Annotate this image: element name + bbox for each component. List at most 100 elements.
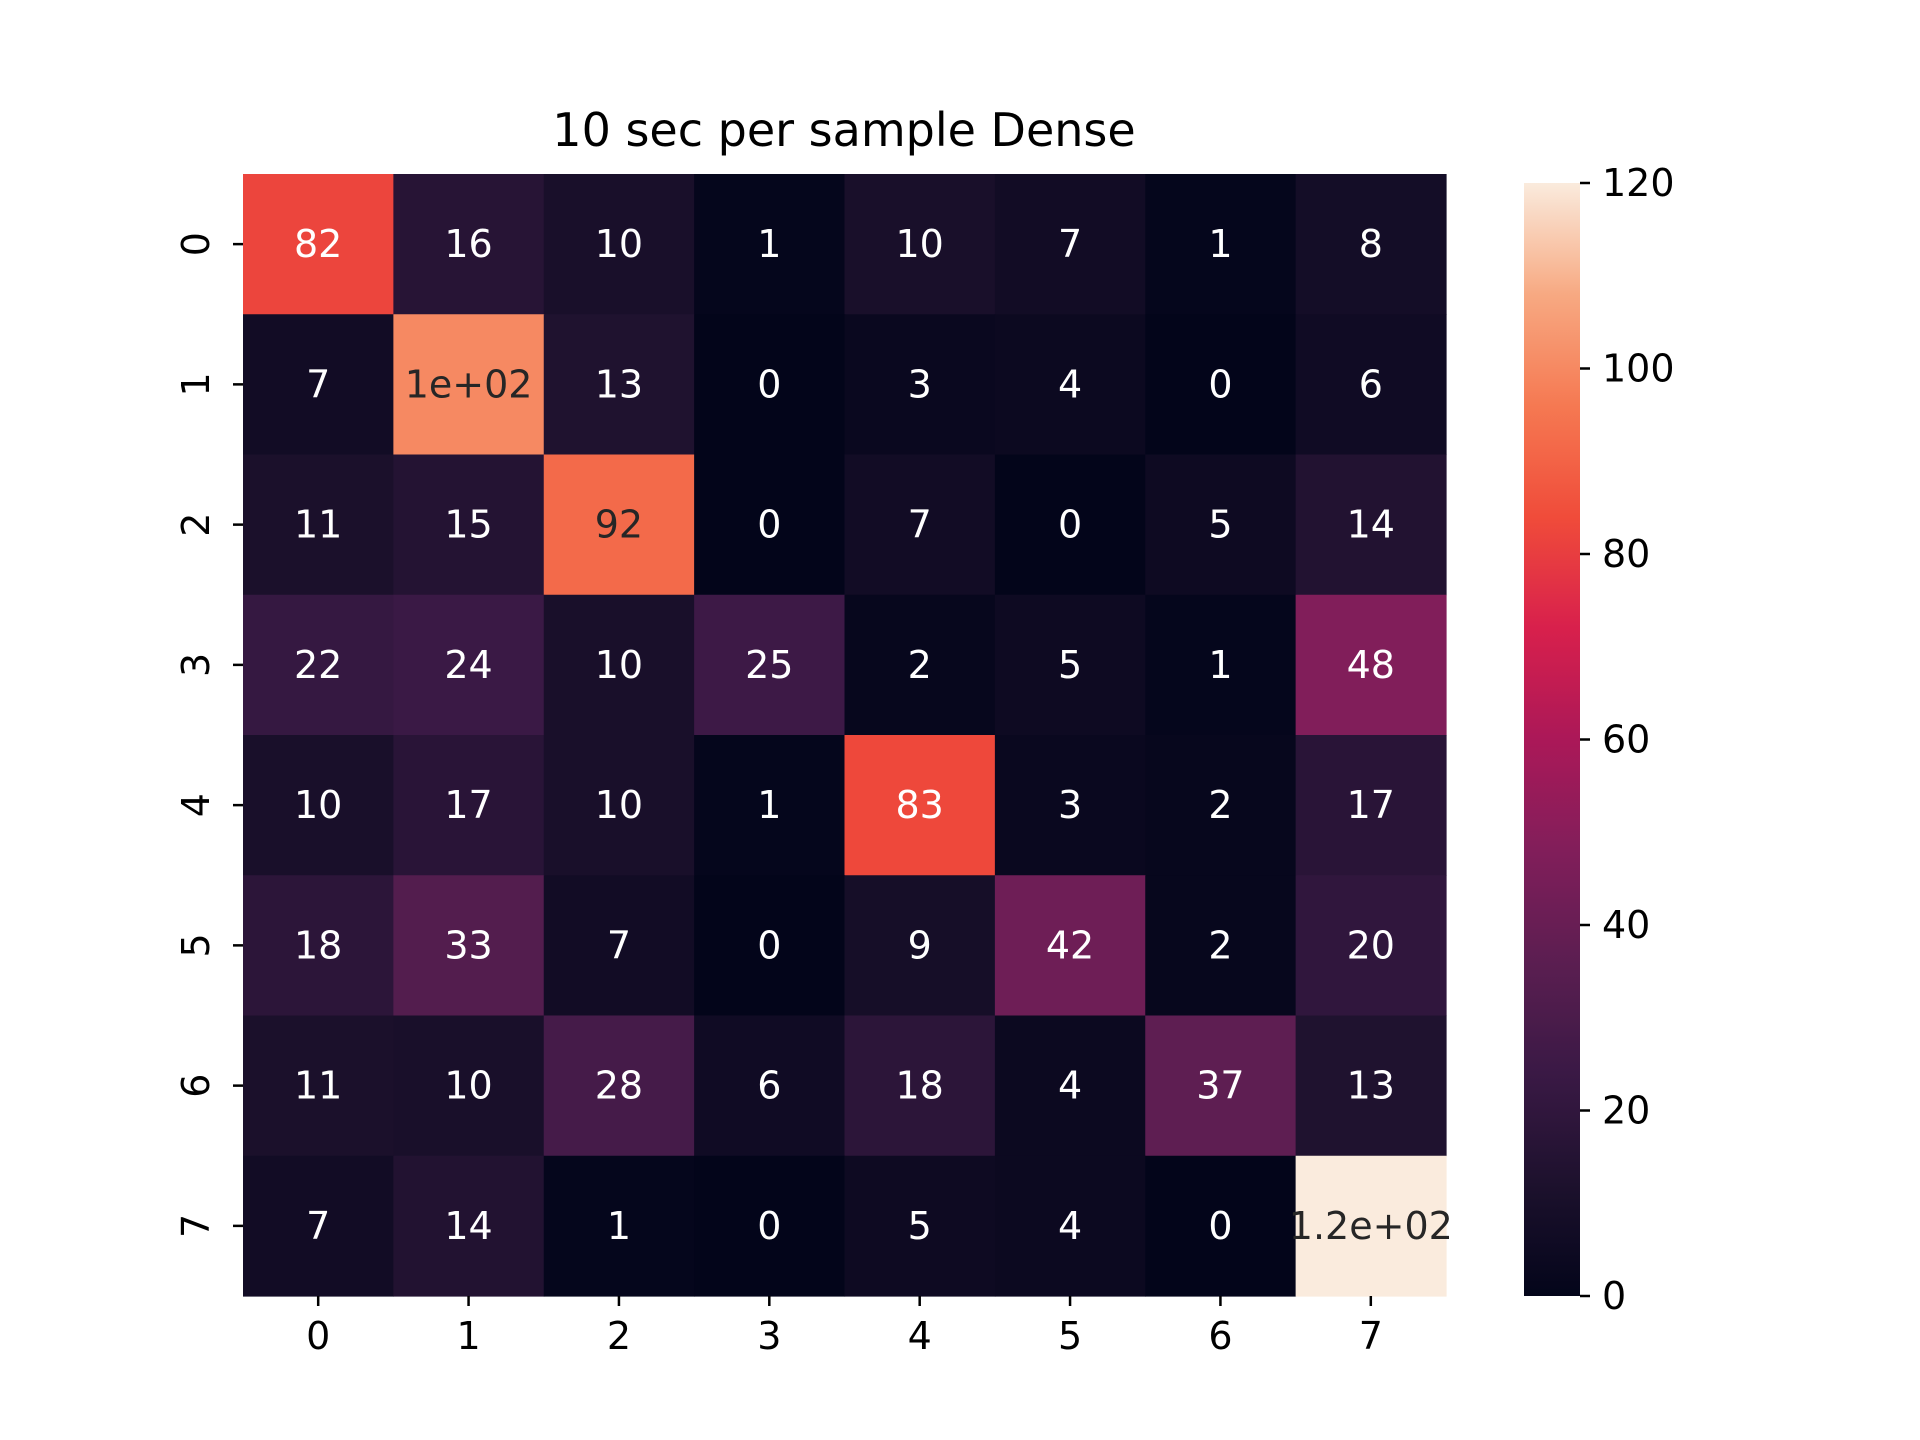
- heatmap-cell-r4-c3: [694, 735, 846, 876]
- cell-annotation-r3-c1: 24: [444, 643, 492, 687]
- colorbar-tick-label-1: 20: [1602, 1089, 1650, 1133]
- cell-annotation-r7-c3: 0: [757, 1204, 781, 1248]
- heatmap-cell-r1-c4: [844, 314, 996, 456]
- cell-annotation-r2-c2: 92: [595, 503, 643, 547]
- cell-annotation-r2-c4: 7: [908, 503, 932, 547]
- heatmap-cell-r2-c2: [543, 454, 695, 596]
- y-tick-label-6: 6: [174, 1074, 218, 1098]
- heatmap-cell-r4-c0: [243, 735, 394, 876]
- colorbar: 0 20 40 60 80 100 120: [1524, 161, 1675, 1318]
- y-tick-label-7: 7: [174, 1214, 218, 1238]
- heatmap-cell-r7-c3: [694, 1155, 846, 1297]
- cell-annotation-r4-c0: 10: [294, 783, 342, 827]
- x-tick-label-6: 6: [1208, 1314, 1232, 1358]
- cell-annotation-r4-c6: 2: [1208, 783, 1232, 827]
- heatmap-cell-r7-c0: [243, 1155, 394, 1297]
- heatmap-cell-r6-c6: [1145, 1015, 1297, 1157]
- heatmap-cell-r0-c3: [694, 174, 846, 315]
- cell-annotation-r1-c7: 6: [1359, 362, 1383, 406]
- y-tick-label-5: 5: [174, 933, 218, 957]
- colorbar-tick-label-4: 80: [1602, 532, 1650, 576]
- heatmap-cell-r3-c6: [1145, 594, 1297, 736]
- colorbar-gradient: [1524, 183, 1580, 1296]
- x-tick-label-0: 0: [306, 1314, 330, 1358]
- x-axis: 0 1 2 3 4 5 6 7: [306, 1296, 1383, 1358]
- heatmap-cell-r2-c7: [1295, 454, 1447, 596]
- heatmap-cell-r3-c2: [543, 594, 695, 736]
- x-tick-label-2: 2: [607, 1314, 631, 1358]
- colorbar-tick-label-2: 40: [1602, 903, 1650, 947]
- cell-annotation-r4-c5: 3: [1058, 783, 1082, 827]
- heatmap-cell-r0-c5: [994, 174, 1146, 315]
- heatmap-cell-r7-c5: [994, 1155, 1146, 1297]
- heatmap-cell-r3-c7: [1295, 594, 1447, 736]
- cell-annotation-r0-c6: 1: [1208, 222, 1232, 266]
- cell-annotation-r0-c5: 7: [1058, 222, 1082, 266]
- cell-annotation-r2-c0: 11: [294, 503, 342, 547]
- heatmap-cell-r7-c1: [393, 1155, 545, 1297]
- heatmap-cell-r6-c3: [694, 1015, 846, 1157]
- cell-annotation-r7-c7: 1.2e+02: [1289, 1204, 1453, 1248]
- cell-annotation-r1-c3: 0: [757, 362, 781, 406]
- cell-annotation-r5-c0: 18: [294, 923, 342, 967]
- cell-annotation-r1-c1: 1e+02: [405, 362, 533, 406]
- cell-annotation-r7-c2: 1: [607, 1204, 631, 1248]
- cell-annotation-r7-c6: 0: [1208, 1204, 1232, 1248]
- cell-annotation-r5-c3: 0: [757, 923, 781, 967]
- heatmap-cell-r1-c5: [994, 314, 1146, 456]
- heatmap-cell-r4-c6: [1145, 735, 1297, 876]
- heatmap-cell-r7-c2: [543, 1155, 695, 1297]
- colorbar-tick-label-6: 120: [1602, 161, 1675, 205]
- cell-annotation-r4-c7: 17: [1347, 783, 1395, 827]
- cell-annotation-r6-c7: 13: [1347, 1064, 1395, 1108]
- cell-annotation-r7-c5: 4: [1058, 1204, 1082, 1248]
- cell-annotation-r2-c5: 0: [1058, 503, 1082, 547]
- cell-annotation-r3-c0: 22: [294, 643, 342, 687]
- heatmap-cell-r4-c1: [393, 735, 545, 876]
- cell-annotation-r1-c4: 3: [908, 362, 932, 406]
- cell-annotation-r3-c7: 48: [1347, 643, 1395, 687]
- cell-annotation-r4-c4: 83: [896, 783, 944, 827]
- cell-annotation-r0-c3: 1: [757, 222, 781, 266]
- chart-title: 10 sec per sample Dense: [552, 103, 1135, 157]
- cell-annotation-r4-c2: 10: [595, 783, 643, 827]
- cell-annotation-r2-c3: 0: [757, 503, 781, 547]
- cell-annotation-r4-c1: 17: [444, 783, 492, 827]
- cell-annotation-r5-c5: 42: [1046, 923, 1094, 967]
- colorbar-tick-label-0: 0: [1602, 1274, 1626, 1318]
- cell-annotation-r1-c2: 13: [595, 362, 643, 406]
- x-tick-label-5: 5: [1058, 1314, 1082, 1358]
- heatmap-cell-r0-c1: [393, 174, 545, 315]
- y-tick-label-1: 1: [174, 372, 218, 396]
- heatmap-cell-r6-c4: [844, 1015, 996, 1157]
- heatmap-cell-r2-c4: [844, 454, 996, 596]
- heatmap-cell-r4-c7: [1295, 735, 1447, 876]
- heatmap-cell-r5-c2: [543, 875, 695, 1017]
- heatmap-cell-r0-c2: [543, 174, 695, 315]
- heatmap-cell-r0-c0: [243, 174, 394, 315]
- cell-annotation-r6-c0: 11: [294, 1064, 342, 1108]
- heatmap-cell-r7-c7: [1295, 1155, 1447, 1297]
- cell-annotation-r7-c4: 5: [908, 1204, 932, 1248]
- heatmap-cell-r2-c0: [243, 454, 394, 596]
- heatmap-cell-r2-c6: [1145, 454, 1297, 596]
- cell-annotation-r3-c6: 1: [1208, 643, 1232, 687]
- cell-annotation-r0-c4: 10: [896, 222, 944, 266]
- heatmap-cell-r5-c5: [994, 875, 1146, 1017]
- cell-annotation-r2-c7: 14: [1347, 503, 1395, 547]
- y-tick-label-3: 3: [174, 653, 218, 677]
- heatmap-cell-r1-c0: [243, 314, 394, 456]
- cell-annotation-r6-c4: 18: [896, 1064, 944, 1108]
- heatmap-cell-r3-c0: [243, 594, 394, 736]
- x-tick-label-1: 1: [456, 1314, 480, 1358]
- heatmap-cell-r2-c3: [694, 454, 846, 596]
- cell-annotation-r6-c2: 28: [595, 1064, 643, 1108]
- cell-annotation-r3-c5: 5: [1058, 643, 1082, 687]
- heatmap-cell-r0-c4: [844, 174, 996, 315]
- heatmap-cell-r0-c6: [1145, 174, 1297, 315]
- heatmap-cell-r1-c2: [543, 314, 695, 456]
- heatmap-cell-r5-c0: [243, 875, 394, 1017]
- cell-annotation-r5-c1: 33: [444, 923, 492, 967]
- cell-annotation-r0-c1: 16: [444, 222, 492, 266]
- cell-annotation-r1-c6: 0: [1208, 362, 1232, 406]
